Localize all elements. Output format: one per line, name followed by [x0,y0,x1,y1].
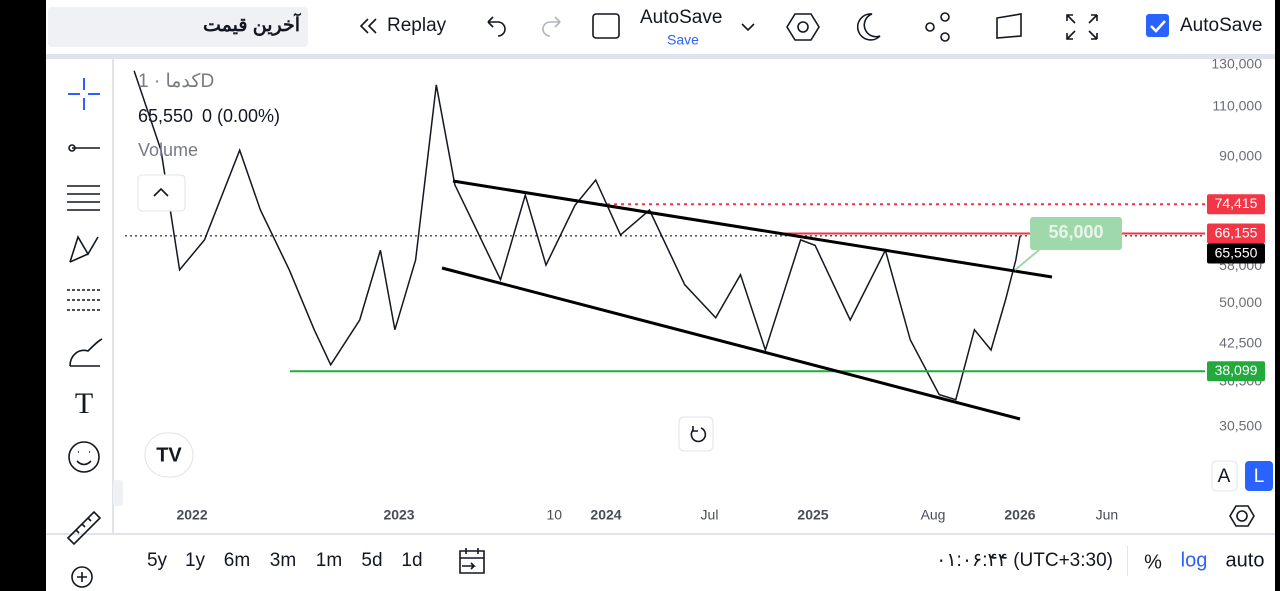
x-tick-label: 2025 [797,507,828,523]
layout-icon[interactable] [592,13,620,39]
fullscreen-icon[interactable] [1066,14,1098,40]
emoji-tool [76,451,92,466]
y-tick-label: 42,500 [1219,335,1262,351]
y-tick-label: 50,000 [1219,294,1262,310]
y-tick-label: 130,000 [1211,56,1262,72]
callout-text: 56,000 [1048,222,1103,242]
tv-logo-mark: TV [156,444,182,466]
divider [46,533,1275,535]
brush-tool[interactable] [69,338,103,367]
theme-icon[interactable] [856,13,881,41]
settings-icon [797,21,809,33]
chevron-up [153,187,169,197]
range-button[interactable]: 5y [147,550,168,571]
y-tick-label: 90,000 [1219,147,1262,163]
zoom-tool[interactable] [71,566,93,588]
background [46,0,1275,591]
share-icon[interactable] [940,12,950,22]
log-toggle[interactable]: log [1181,549,1208,571]
x-tick-label: 2024 [590,507,621,523]
x-tick-label: Jul [701,507,719,523]
tv-logo[interactable] [144,432,194,478]
reset-button[interactable] [678,416,714,452]
trend-line [441,179,1053,421]
y-tick-label: 30,500 [1219,418,1262,434]
replay-icon[interactable] [359,18,377,34]
y-tick-label: 110,000 [1212,97,1262,113]
price-tag-label: 74,415 [1215,195,1258,211]
auto-scale-label[interactable]: A [1218,466,1231,487]
range-button[interactable]: 1m [316,550,342,571]
price-tag [1207,194,1265,215]
x-tick-label: 10 [546,507,562,523]
crosshair-tool[interactable] [68,78,100,110]
divider [1127,546,1128,576]
x-tick-label: 2022 [176,507,207,523]
snapshot-icon[interactable] [996,13,1022,39]
range-button[interactable]: 3m [270,550,296,571]
share-icon [925,22,935,32]
autosave-toggle-label[interactable]: AutoSave [1180,15,1262,36]
zoom-tool [77,572,87,582]
autosave-sub[interactable]: Save [667,32,699,48]
divider [112,59,114,533]
legend-change: 0 (0.00%) [202,106,280,126]
price-tag [1207,361,1265,382]
price-tag-label: 66,155 [1215,224,1258,240]
autosave-checkbox[interactable] [1146,14,1169,37]
price-line [133,70,1021,401]
range-button[interactable]: 1y [185,550,206,571]
axis-settings[interactable] [1236,510,1248,522]
lines-tool[interactable] [67,185,100,211]
x-tick-label: 2026 [1004,507,1035,523]
x-tick-label: 2023 [383,507,414,523]
line-tool [68,144,76,152]
log-scale-label[interactable]: L [1254,466,1265,487]
x-tick-label: Jun [1096,507,1119,523]
price-tag-label: 65,550 [1215,244,1258,260]
price-tag-label: 38,099 [1215,362,1258,378]
reset-icon [690,426,707,443]
goto-date[interactable] [459,548,485,574]
replay-label[interactable]: Replay [387,15,447,36]
fib-tool[interactable] [67,289,100,311]
range-button[interactable]: 6m [224,550,250,571]
legend-price: 65,550 [138,106,193,126]
emoji-tool[interactable] [68,441,100,473]
check [1150,20,1166,33]
pattern-tool[interactable] [69,235,99,263]
collapse-legend[interactable] [137,174,186,212]
share-icon [940,32,950,42]
autosave-title[interactable]: AutoSave [640,7,722,28]
collapse-handle[interactable] [113,480,123,506]
settings-icon[interactable] [786,13,820,41]
divider [46,54,1275,59]
log-scale-button[interactable] [1245,461,1273,491]
auto-toggle[interactable]: auto [1226,549,1265,571]
symbol-search[interactable] [48,7,308,47]
percent-toggle[interactable]: % [1144,551,1162,573]
axis-settings [1229,505,1255,527]
legend-symbol[interactable]: کدما · 1D [138,71,214,92]
ruler-tool[interactable] [66,510,102,546]
undo[interactable] [487,16,506,37]
callout-box [1030,217,1122,250]
price-tag [1207,243,1265,264]
range-button[interactable]: 1d [401,550,422,571]
text-tool[interactable]: T [75,387,93,420]
range-button[interactable]: 5d [361,550,382,571]
x-tick-label: Aug [921,507,946,523]
redo[interactable] [542,16,561,37]
price-tag [1207,223,1265,244]
chevron[interactable] [741,23,755,32]
legend-volume: Volume [138,140,198,160]
symbol-search-text: آخرین قیمت [203,12,302,36]
clock[interactable]: ۰۱:۰۶:۴۴ (UTC+3:30) [936,550,1113,571]
auto-scale-button[interactable] [1211,460,1238,492]
